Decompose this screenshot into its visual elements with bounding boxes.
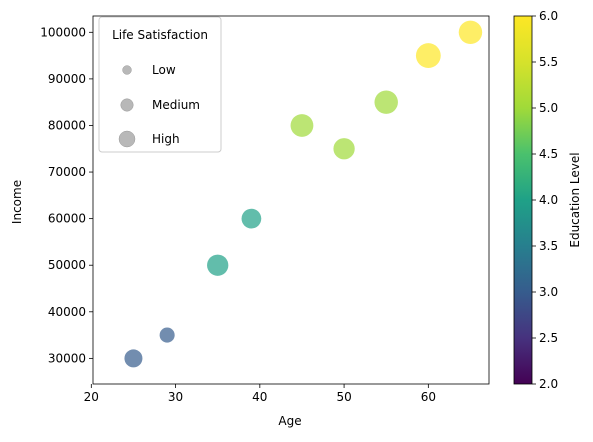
y-tick-label: 100000 [40, 25, 86, 39]
colorbar-tick-label: 3.5 [539, 239, 558, 253]
y-tick-label: 30000 [48, 351, 86, 365]
y-tick-label: 60000 [48, 212, 86, 226]
colorbar-tick-label: 4.0 [539, 193, 558, 207]
colorbar-tick-label: 5.0 [539, 101, 558, 115]
data-point-4 [241, 208, 262, 229]
colorbar-gradient [513, 15, 533, 385]
x-tick-label: 60 [421, 390, 436, 404]
colorbar-tick-label: 6.0 [539, 9, 558, 23]
x-tick-label: 40 [252, 390, 267, 404]
y-tick-label: 90000 [48, 72, 86, 86]
data-point-8 [415, 43, 441, 69]
colorbar-tick-label: 2.0 [539, 377, 558, 391]
data-point-7 [374, 90, 398, 114]
x-axis-label: Age [278, 414, 301, 428]
colorbar-tick-label: 2.5 [539, 331, 558, 345]
y-tick-label: 50000 [48, 258, 86, 272]
legend-marker-low [122, 65, 132, 75]
colorbar-label: Education Level [568, 152, 582, 247]
legend-marker-high [118, 130, 136, 148]
legend-label-high: High [152, 132, 180, 146]
colorbar-tick-label: 3.0 [539, 285, 558, 299]
data-point-3 [207, 254, 229, 276]
colorbar: Education Level 2.0 2.5 3.0 3.5 4.0 4.5 5.0 5.5… [513, 9, 582, 391]
legend-label-medium: Medium [152, 98, 200, 112]
data-point-9 [458, 20, 483, 45]
colorbar-tick-label: 5.5 [539, 55, 558, 69]
data-point-5 [290, 114, 314, 137]
legend-frame [98, 16, 222, 153]
plot-area [124, 20, 483, 368]
colorbar-tick-label: 4.5 [539, 147, 558, 161]
x-tick-label: 20 [84, 390, 99, 404]
legend: Life Satisfaction Low Medium High [98, 16, 222, 153]
legend-marker-medium [120, 98, 134, 112]
data-point-2 [159, 327, 175, 343]
axes-frame [92, 15, 490, 385]
y-axis-label: Income [10, 180, 24, 224]
y-tick-label: 80000 [48, 118, 86, 132]
legend-label-low: Low [152, 63, 176, 77]
axes: 20 30 40 50 60 30000 40000 50000 60000 70000 80000… [40, 15, 490, 404]
data-point-1 [124, 349, 143, 368]
y-tick-label: 40000 [48, 305, 86, 319]
legend-title: Life Satisfaction [112, 28, 208, 42]
y-tick-label: 70000 [48, 165, 86, 179]
x-tick-label: 30 [168, 390, 183, 404]
data-point-6 [333, 138, 355, 160]
x-tick-label: 50 [336, 390, 351, 404]
